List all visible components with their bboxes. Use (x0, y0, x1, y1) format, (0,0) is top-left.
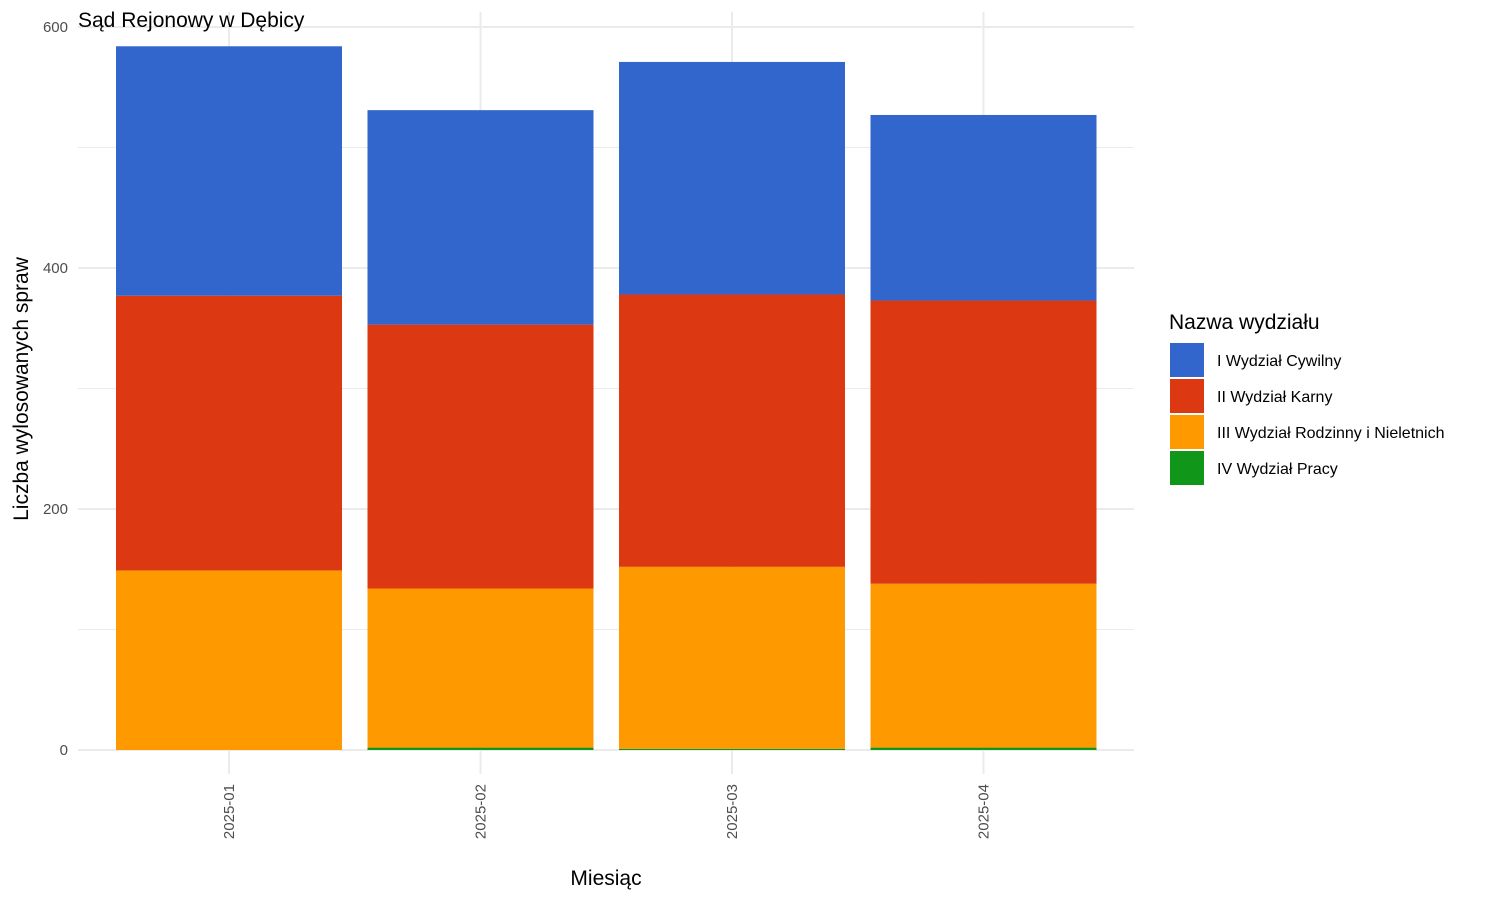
legend-label: III Wydział Rodzinny i Nieletnich (1217, 425, 1445, 442)
legend-key (1170, 415, 1204, 449)
legend-key (1170, 343, 1204, 377)
bar-segment (870, 747, 1097, 750)
bar-segment (870, 300, 1097, 584)
legend-key (1170, 451, 1204, 485)
bars (116, 46, 1097, 750)
y-tick-label: 600 (43, 19, 68, 36)
legend-label: II Wydział Karny (1217, 389, 1332, 406)
bar-segment (367, 324, 594, 589)
bar-segment (367, 110, 594, 325)
x-axis-title: Miesiąc (570, 867, 641, 890)
x-tick-label: 2025-03 (724, 784, 741, 839)
bar-segment (870, 583, 1097, 748)
chart-title: Sąd Rejonowy w Dębicy (78, 9, 305, 32)
bar-segment (619, 566, 845, 749)
bar-segment (619, 748, 845, 750)
bar-segment (367, 747, 594, 750)
y-tick-label: 400 (43, 260, 68, 277)
bar-segment (870, 114, 1097, 301)
x-tick-label: 2025-01 (221, 784, 238, 839)
y-tick-label: 200 (43, 501, 68, 518)
legend-key (1170, 379, 1204, 413)
x-axis-ticks: 2025-01 2025-02 2025-03 2025-04 (221, 784, 993, 839)
x-tick-label: 2025-04 (976, 784, 993, 839)
legend-title: Nazwa wydziału (1169, 311, 1320, 334)
bar-segment (116, 46, 342, 296)
bar-segment (116, 295, 342, 571)
y-tick-label: 0 (60, 742, 68, 759)
y-axis-ticks: 0 200 400 600 (43, 19, 68, 759)
x-tick-label: 2025-02 (473, 784, 490, 839)
bar-segment (116, 570, 342, 750)
y-axis-title: Liczba wylosowanych spraw (10, 256, 33, 521)
legend: Nazwa wydziału I Wydział Cywilny II Wydzi… (1169, 311, 1445, 485)
legend-label: I Wydział Cywilny (1217, 353, 1341, 370)
legend-label: IV Wydział Pracy (1217, 461, 1338, 478)
bar-segment (619, 294, 845, 567)
bar-segment (367, 588, 594, 748)
bar-segment (619, 61, 845, 295)
